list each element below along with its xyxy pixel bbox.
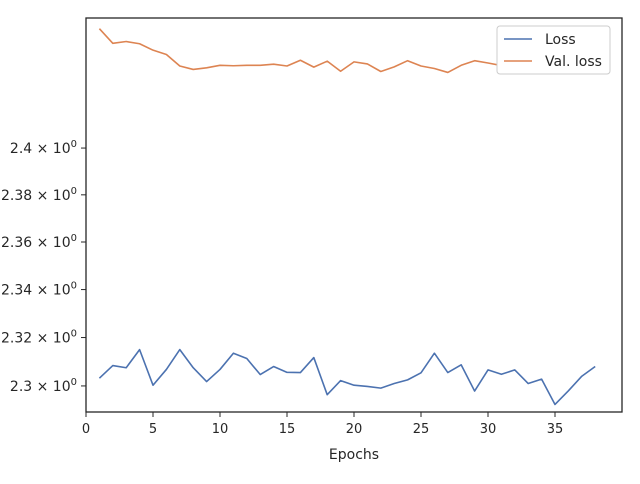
x-tick-label: 15 [279, 422, 296, 437]
y-tick-label: 2.36 × 100 [1, 233, 77, 251]
y-tick-label: 2.34 × 100 [1, 281, 77, 299]
x-tick-label: 10 [212, 422, 229, 437]
axes: 0 5 10 15 20 25 30 35 2.3 × 100 2.32 × 100 2.34 × … [1, 17, 623, 437]
y-tick-label: 2.4 × 100 [10, 139, 77, 157]
legend-label-val-loss: Val. loss [545, 54, 602, 70]
x-axis-label: Epochs [329, 447, 379, 463]
x-tick-label: 0 [82, 422, 90, 437]
x-tick-label: 5 [149, 422, 157, 437]
x-tick-label: 20 [346, 422, 363, 437]
legend-label-loss: Loss [545, 32, 576, 48]
x-tick-label: 25 [413, 422, 430, 437]
series-line-loss [98, 348, 596, 406]
x-tick-label: 35 [547, 422, 564, 437]
legend: Loss Val. loss [496, 25, 611, 75]
x-tick-label: 30 [480, 422, 497, 437]
y-tick-label: 2.32 × 100 [1, 329, 77, 347]
y-tick-label: 2.38 × 100 [1, 186, 77, 204]
legend-frame [496, 25, 611, 75]
y-tick-label: 2.3 × 100 [10, 377, 77, 395]
